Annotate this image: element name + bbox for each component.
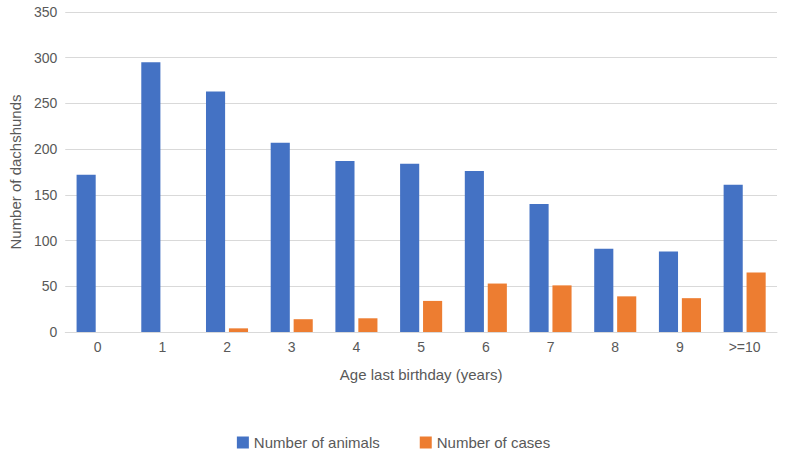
svg-text:7: 7 xyxy=(547,339,555,355)
svg-text:2: 2 xyxy=(223,339,231,355)
svg-text:150: 150 xyxy=(34,187,58,203)
svg-text:8: 8 xyxy=(611,339,619,355)
svg-text:Number of dachshunds: Number of dachshunds xyxy=(7,94,24,249)
svg-text:0: 0 xyxy=(49,324,57,340)
svg-text:50: 50 xyxy=(42,278,58,294)
svg-text:9: 9 xyxy=(676,339,684,355)
svg-text:Age last birthday (years): Age last birthday (years) xyxy=(340,366,503,383)
svg-text:0: 0 xyxy=(94,339,102,355)
svg-text:5: 5 xyxy=(417,339,425,355)
svg-text:350: 350 xyxy=(34,4,58,20)
svg-text:3: 3 xyxy=(288,339,296,355)
svg-text:200: 200 xyxy=(34,141,58,157)
svg-text:6: 6 xyxy=(482,339,490,355)
svg-text:250: 250 xyxy=(34,95,58,111)
svg-text:300: 300 xyxy=(34,50,58,66)
svg-text:>=10: >=10 xyxy=(729,339,761,355)
svg-text:4: 4 xyxy=(353,339,361,355)
svg-text:100: 100 xyxy=(34,233,58,249)
svg-text:Number of cases: Number of cases xyxy=(437,434,550,451)
svg-text:Number of animals: Number of animals xyxy=(254,434,380,451)
svg-text:1: 1 xyxy=(158,339,166,355)
